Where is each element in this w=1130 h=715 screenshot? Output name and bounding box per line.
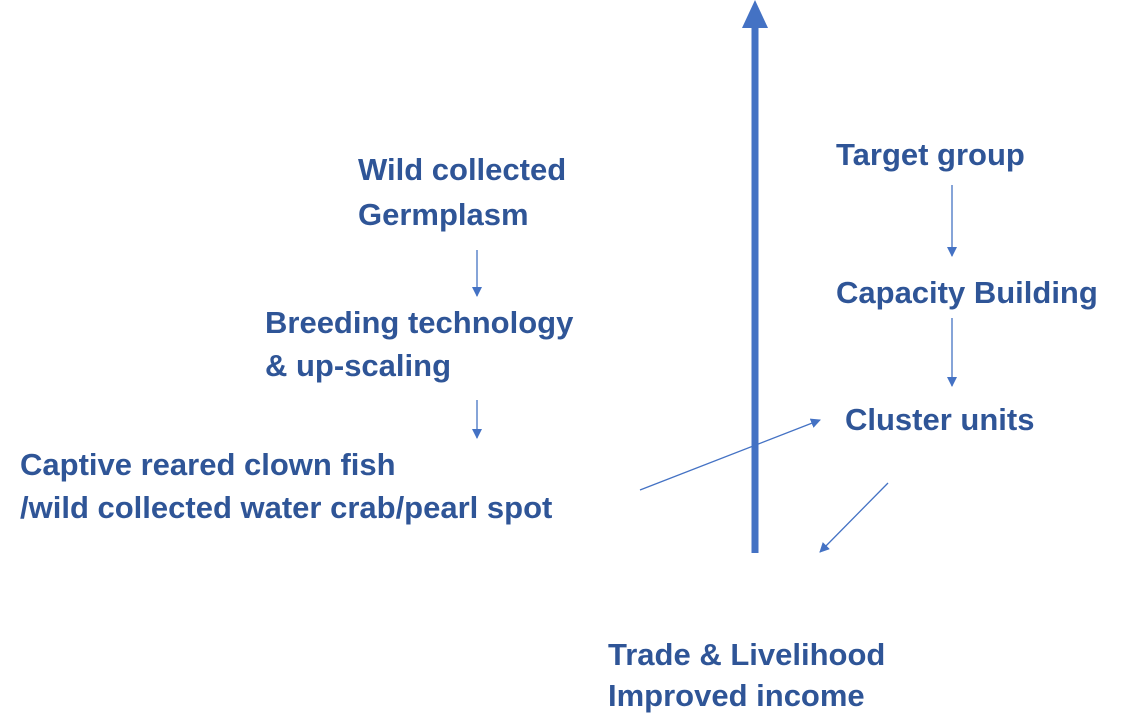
label-line: Captive reared clown fish — [20, 447, 396, 482]
node-label: Wild collected Germplasm — [358, 152, 575, 232]
node-label: Captive reared clown fish /wild collecte… — [20, 447, 552, 525]
main-arrow-head — [742, 0, 768, 28]
label-line: & up-scaling — [265, 348, 451, 383]
arrow — [819, 482, 889, 553]
label-line: Trade & Livelihood — [608, 637, 885, 672]
arrow — [639, 418, 821, 491]
label-line: Cluster units — [845, 402, 1034, 437]
label-line: Wild collected — [358, 152, 566, 187]
label-line: Improved income — [608, 678, 865, 713]
label-line: Capacity Building — [836, 275, 1098, 310]
label-line: Target group — [836, 137, 1025, 172]
node-label: Trade & Livelihood Improved income — [608, 637, 894, 713]
label-line: Germplasm — [358, 197, 529, 232]
label-line: /wild collected water crab/pearl spot — [20, 490, 552, 525]
node-label: Capacity Building — [836, 275, 1098, 310]
node-label: Target group — [836, 137, 1025, 172]
node-label: Cluster units — [845, 402, 1034, 437]
node-label: Breeding technology & up-scaling — [265, 305, 582, 383]
label-line: Breeding technology — [265, 305, 574, 340]
